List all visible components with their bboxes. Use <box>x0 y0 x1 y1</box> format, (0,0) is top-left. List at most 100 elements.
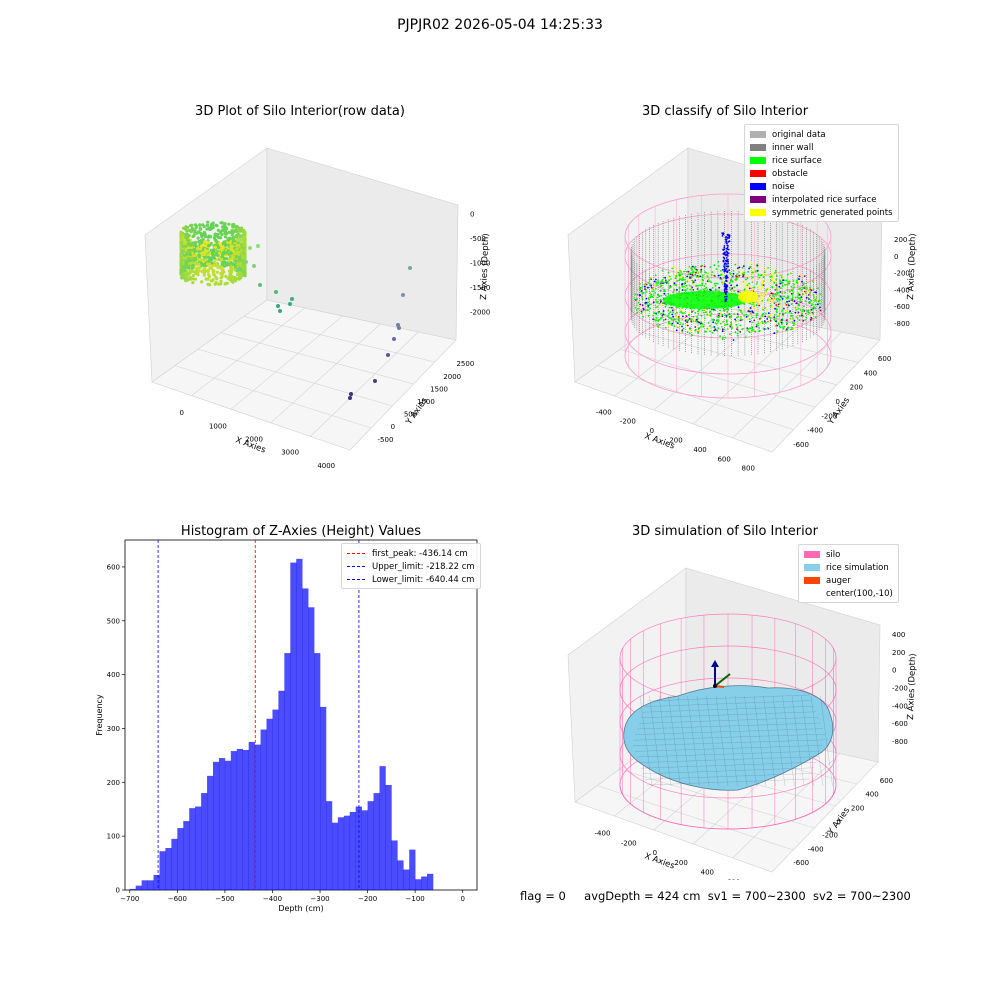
classified-point <box>746 317 749 320</box>
classified-point <box>654 287 657 290</box>
legend-entry: center(100,-10) <box>804 587 893 600</box>
data-point <box>235 224 239 229</box>
classified-point <box>695 285 697 287</box>
classified-point <box>681 329 684 332</box>
classified-point <box>776 330 779 333</box>
classified-point <box>722 277 725 279</box>
classified-point <box>712 321 714 324</box>
data-point <box>278 309 282 313</box>
classified-point <box>656 323 658 326</box>
data-point <box>179 253 183 257</box>
classified-point <box>771 299 774 302</box>
data-point <box>220 248 224 252</box>
classified-point <box>672 321 675 323</box>
classify-tick-labels: -400-2000200400600800-600-400-2000200400… <box>596 236 910 473</box>
mesh-line <box>646 778 810 786</box>
classified-point <box>758 276 761 279</box>
classified-point <box>700 270 703 272</box>
classified-point <box>788 304 790 307</box>
data-point <box>203 266 207 270</box>
classified-point <box>651 290 654 293</box>
histogram-bar <box>224 760 232 890</box>
classified-point <box>804 300 807 302</box>
classified-point <box>798 304 800 307</box>
x-tick-label: −200 <box>358 895 377 903</box>
classified-point <box>747 315 749 317</box>
tick-label: 400 <box>701 869 714 877</box>
classified-point <box>711 271 714 273</box>
classified-point <box>758 330 761 333</box>
data-point <box>196 257 201 261</box>
histogram-bar <box>415 879 422 890</box>
classified-point <box>792 280 795 282</box>
classified-point <box>784 298 787 301</box>
classified-point <box>670 322 672 325</box>
classified-point <box>757 301 760 303</box>
classified-point <box>780 296 783 299</box>
classified-point <box>673 289 675 292</box>
tick-label: 800 <box>742 465 755 473</box>
classified-point <box>667 271 670 274</box>
classified-point <box>643 285 646 288</box>
data-point <box>204 277 208 281</box>
classified-point <box>742 275 744 278</box>
classified-point <box>686 287 689 290</box>
classified-point <box>716 319 718 322</box>
classified-point <box>803 290 806 293</box>
tick-label: -400 <box>894 286 910 294</box>
classified-point <box>640 310 643 313</box>
classified-point <box>695 271 697 274</box>
classified-point <box>765 312 767 315</box>
tick-label: 1500 <box>430 385 448 393</box>
classified-point <box>803 275 806 277</box>
data-point <box>202 243 206 247</box>
classified-point <box>691 273 694 276</box>
status-sv2: sv2 = 700~2300 <box>812 889 911 903</box>
data-point <box>218 265 222 269</box>
classified-point <box>683 283 686 285</box>
y-tick-label: 200 <box>107 779 120 787</box>
noise-point <box>723 248 725 251</box>
histogram-bar <box>355 806 362 890</box>
classified-point <box>797 307 800 310</box>
x-tick-label: −300 <box>310 895 329 903</box>
data-point <box>225 281 229 285</box>
classified-point <box>694 328 697 331</box>
classified-point <box>753 319 756 322</box>
tick-label: 0 <box>894 253 898 261</box>
noise-point <box>722 260 725 263</box>
classified-point <box>728 286 731 289</box>
classified-point <box>770 292 773 295</box>
classified-point <box>699 275 702 278</box>
data-point <box>208 227 212 232</box>
legend-entry: symmetric generated points <box>750 206 893 219</box>
classified-point <box>657 294 660 297</box>
data-point <box>205 223 209 227</box>
data-point <box>252 264 256 268</box>
grid-line <box>270 323 381 424</box>
classified-point <box>710 312 713 315</box>
classified-point <box>651 295 654 298</box>
classified-point <box>659 301 662 303</box>
legend-entry: Upper_limit: -218.22 cm <box>347 560 475 573</box>
data-point <box>188 243 193 247</box>
data-point <box>235 247 239 251</box>
data-point <box>230 245 234 249</box>
classify-zlabel: Z Axies (Depth) <box>906 233 918 300</box>
noise-point <box>727 248 730 251</box>
classified-point <box>718 286 721 289</box>
classified-point <box>798 300 801 303</box>
data-point <box>204 258 208 262</box>
classified-point <box>707 322 710 324</box>
mesh-line <box>640 711 817 718</box>
classify-xlabel: X Axies <box>643 431 676 451</box>
classified-point <box>636 288 638 291</box>
data-point <box>187 259 191 263</box>
noise-point <box>727 260 729 263</box>
noise-point <box>725 240 728 243</box>
classified-point <box>664 303 667 306</box>
classified-point <box>810 299 813 302</box>
data-point <box>392 337 396 341</box>
classified-point <box>798 278 800 280</box>
classified-point <box>733 313 736 316</box>
